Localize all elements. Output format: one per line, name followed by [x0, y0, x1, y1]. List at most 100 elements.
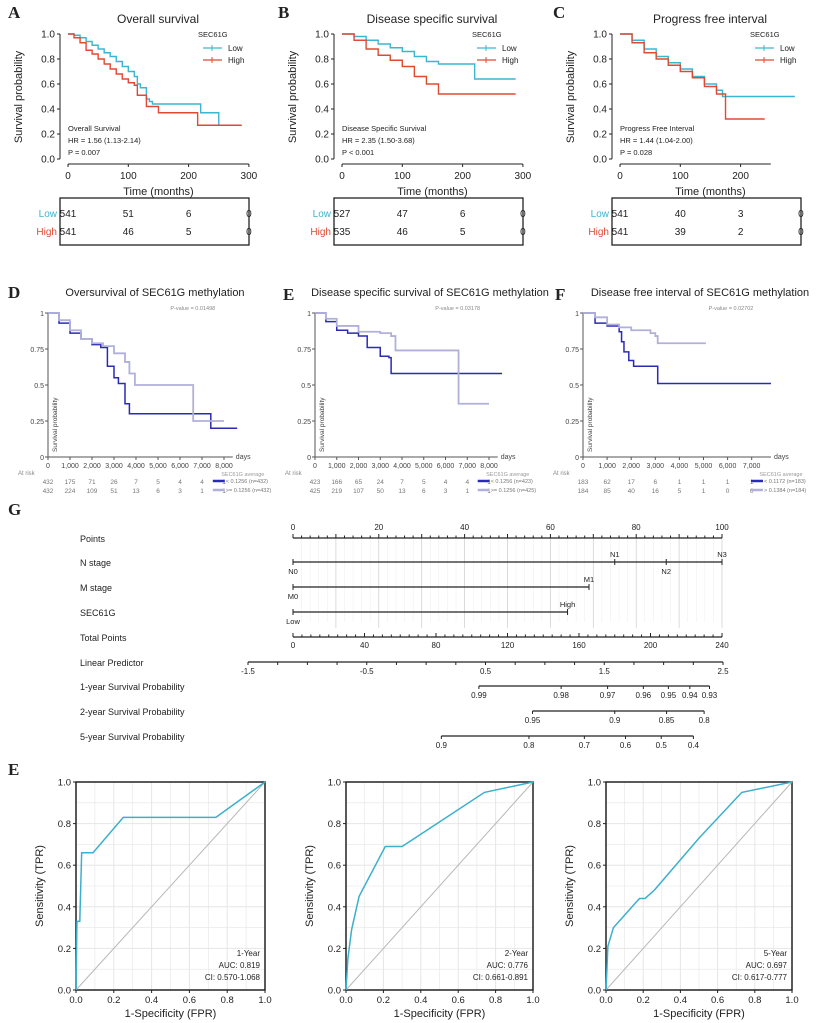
x-tick-label: 200: [454, 171, 471, 182]
x-tick-label: 5,000: [415, 463, 433, 470]
risk-group-label: High: [36, 227, 57, 238]
chart-title: Progress free interval: [653, 12, 767, 26]
legend-item: High: [780, 56, 796, 65]
y-tick-label: 1.0: [593, 30, 607, 41]
risk-count: 432: [43, 488, 54, 495]
y-tick-label: 0.6: [41, 80, 55, 91]
linear-predictor-tick-label: 1.5: [599, 667, 611, 676]
level-label: Low: [286, 617, 300, 626]
x-tick-label: 0.8: [489, 995, 502, 1006]
legend-title: SEC61G: [198, 30, 228, 39]
risk-count: 1: [750, 479, 754, 486]
x-tick-label: 8,000: [215, 463, 233, 470]
roc-annotation: 2-Year: [505, 949, 529, 958]
x-axis-label: Time (months): [123, 186, 194, 198]
risk-count: 40: [675, 209, 687, 220]
y-axis-label: Sensitivity (TPR): [34, 845, 46, 927]
x-tick-label: 0.2: [637, 995, 650, 1006]
points-tick-label: 40: [460, 523, 469, 532]
risk-count: 166: [331, 479, 342, 486]
km-curve-high-methylation: [583, 312, 706, 345]
total-points-tick-label: 160: [572, 641, 586, 650]
survival-tick-label: 0.6: [620, 741, 632, 750]
y-tick-label: 1: [575, 311, 579, 318]
row-label: N stage: [80, 558, 111, 568]
x-tick-label: 100: [672, 171, 689, 182]
survival-tick-label: 0.5: [656, 741, 668, 750]
level-label: N0: [288, 567, 298, 576]
risk-count: 85: [603, 488, 611, 495]
risk-count: 5: [422, 479, 426, 486]
x-tick-label: 2,000: [350, 463, 368, 470]
risk-count: 432: [43, 479, 54, 486]
km-curve-high: [342, 33, 516, 95]
x-tick-label: 6,000: [171, 463, 189, 470]
panel-label: C: [553, 3, 565, 22]
roc-curve: [75, 781, 266, 991]
panel-label: D: [8, 283, 20, 302]
risk-count: 26: [110, 479, 118, 486]
survival-tick-label: 0.99: [471, 691, 487, 700]
x-tick-label: 1,000: [328, 463, 346, 470]
risk-count: 51: [123, 209, 135, 220]
linear-predictor-tick-label: 2.5: [717, 667, 729, 676]
risk-count: 1: [702, 488, 706, 495]
panel-label: E: [283, 285, 294, 304]
y-axis-label: Sensitivity (TPR): [304, 845, 316, 927]
y-tick-label: 0.25: [297, 419, 311, 426]
x-tick-label: 0.6: [452, 995, 465, 1006]
risk-count: 541: [612, 227, 629, 238]
x-tick-label: 0: [65, 171, 71, 182]
risk-table: [59, 197, 250, 246]
x-tick-label: 0.4: [145, 995, 158, 1006]
plot-frame: [605, 781, 793, 991]
x-tick-label: 200: [180, 171, 197, 182]
risk-count: 1: [222, 488, 226, 495]
chart-title: Oversurvival of SEC61G methylation: [65, 287, 244, 299]
risk-count: 6: [186, 209, 192, 220]
p-value: P-value = 0.02702: [709, 306, 754, 312]
total-points-tick-label: 240: [715, 641, 729, 650]
risk-count: 1: [726, 479, 730, 486]
stat-annotation: HR = 1.56 (1.13-2.14): [68, 136, 141, 145]
risk-count: 13: [132, 488, 140, 495]
row-label: 2-year Survival Probability: [80, 707, 185, 717]
y-tick-label: 1.0: [315, 30, 329, 41]
y-tick-label: 1.0: [41, 30, 55, 41]
legend-item: Low: [228, 44, 243, 53]
x-tick-label: 100: [394, 171, 411, 182]
risk-table: [611, 197, 802, 246]
x-tick-label: 7,000: [458, 463, 476, 470]
y-tick-label: 0.0: [593, 155, 607, 166]
plot-frame: [345, 781, 534, 991]
y-tick-label: 1.0: [58, 778, 71, 789]
y-axis-label: Sensitivity (TPR): [564, 845, 576, 927]
y-tick-label: 0.0: [41, 155, 55, 166]
y-tick-label: 0.6: [593, 80, 607, 91]
risk-count: 3: [178, 488, 182, 495]
x-tick-label: 0.6: [711, 995, 724, 1006]
risk-group-label: High: [310, 227, 331, 238]
panel-label: B: [278, 3, 289, 22]
total-points-tick-label: 120: [501, 641, 515, 650]
stat-annotation: P = 0.007: [68, 148, 100, 157]
y-tick-label: 0.4: [58, 902, 71, 913]
y-axis-label: Survival probability: [565, 50, 577, 143]
total-points-tick-label: 80: [432, 641, 441, 650]
y-axis-label: Survival probability: [13, 50, 25, 143]
legend-title: SEC61G average: [486, 472, 529, 478]
panel-label: A: [8, 3, 21, 22]
legend-item: Low: [502, 44, 517, 53]
risk-count: 541: [60, 227, 77, 238]
total-points-tick-label: 0: [291, 641, 296, 650]
x-tick-label: 0.8: [748, 995, 761, 1006]
x-tick-label: 3,000: [647, 463, 665, 470]
x-tick-label: 1.0: [785, 995, 798, 1006]
x-tick-label: 100: [120, 171, 137, 182]
x-tick-label: 1.0: [258, 995, 271, 1006]
x-axis-label: 1-Specificity (FPR): [125, 1008, 217, 1020]
km-curve-high: [620, 33, 765, 120]
y-tick-label: 0.8: [328, 819, 341, 830]
x-tick-label: 0.4: [674, 995, 687, 1006]
chart-title: Disease specific survival: [367, 12, 498, 26]
